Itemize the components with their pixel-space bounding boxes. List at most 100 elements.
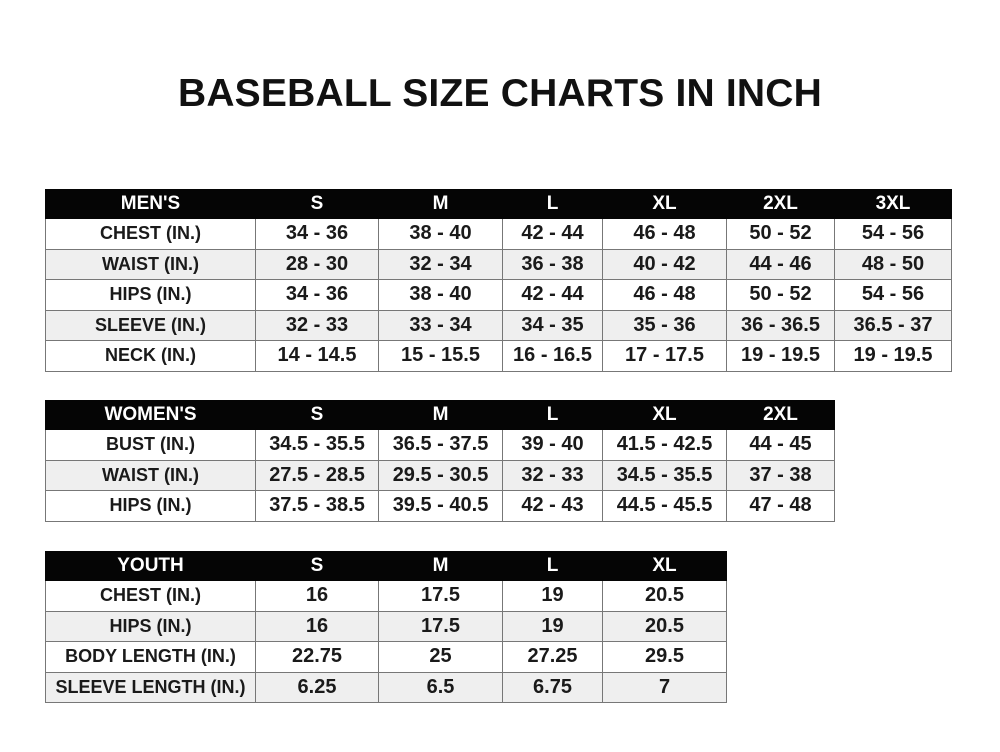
size-header: L	[502, 189, 603, 219]
measurement-cell: 6.25	[255, 671, 379, 703]
measurement-cell: 19 - 19.5	[726, 340, 835, 372]
youth-size-table: YOUTH S M L XL CHEST (IN.) 16 17.5 19 20.5 HIPS (I…	[45, 551, 727, 703]
measurement-cell: 46 - 48	[602, 218, 727, 250]
table-row: SLEEVE LENGTH (IN.) 6.25 6.5 6.75 7	[45, 671, 727, 703]
table-row: WAIST (IN.) 28 - 30 32 - 34 36 - 38 40 - 42 4…	[45, 248, 952, 280]
measurement-cell: 50 - 52	[726, 218, 835, 250]
measurement-cell: 44 - 45	[726, 429, 835, 461]
measurement-cell: 33 - 34	[378, 309, 503, 341]
measurement-label: BUST (IN.)	[45, 429, 256, 461]
measurement-label: CHEST (IN.)	[45, 580, 256, 612]
measurement-cell: 38 - 40	[378, 218, 503, 250]
size-header: S	[255, 189, 379, 219]
measurement-label: CHEST (IN.)	[45, 218, 256, 250]
measurement-cell: 34 - 36	[255, 218, 379, 250]
measurement-cell: 36.5 - 37	[834, 309, 952, 341]
size-header: XL	[602, 400, 727, 430]
size-header: XL	[602, 551, 727, 581]
measurement-cell: 54 - 56	[834, 279, 952, 311]
womens-size-table: WOMEN'S S M L XL 2XL BUST (IN.) 34.5 - 35.5 36.5…	[45, 400, 835, 522]
measurement-cell: 17.5	[378, 610, 503, 642]
category-header: YOUTH	[45, 551, 256, 581]
measurement-label: HIPS (IN.)	[45, 490, 256, 522]
measurement-cell: 16 - 16.5	[502, 340, 603, 372]
measurement-cell: 20.5	[602, 610, 727, 642]
measurement-cell: 6.75	[502, 671, 603, 703]
size-header: L	[502, 400, 603, 430]
measurement-cell: 42 - 44	[502, 279, 603, 311]
measurement-cell: 6.5	[378, 671, 503, 703]
measurement-cell: 48 - 50	[834, 248, 952, 280]
table-row: NECK (IN.) 14 - 14.5 15 - 15.5 16 - 16.5 17 …	[45, 340, 952, 372]
size-header: XL	[602, 189, 727, 219]
measurement-cell: 32 - 33	[502, 459, 603, 491]
measurement-cell: 7	[602, 671, 727, 703]
measurement-label: BODY LENGTH (IN.)	[45, 641, 256, 673]
measurement-cell: 34 - 36	[255, 279, 379, 311]
size-header: 3XL	[834, 189, 952, 219]
measurement-cell: 39 - 40	[502, 429, 603, 461]
table-row: HIPS (IN.) 34 - 36 38 - 40 42 - 44 46 - 48 50…	[45, 279, 952, 311]
measurement-cell: 37 - 38	[726, 459, 835, 491]
measurement-cell: 14 - 14.5	[255, 340, 379, 372]
measurement-cell: 32 - 34	[378, 248, 503, 280]
table-row: BUST (IN.) 34.5 - 35.5 36.5 - 37.5 39 - 40 4…	[45, 429, 835, 461]
measurement-cell: 29.5 - 30.5	[378, 459, 503, 491]
measurement-cell: 15 - 15.5	[378, 340, 503, 372]
category-header: MEN'S	[45, 189, 256, 219]
size-header: M	[378, 400, 503, 430]
measurement-label: SLEEVE (IN.)	[45, 309, 256, 341]
measurement-cell: 19 - 19.5	[834, 340, 952, 372]
measurement-cell: 36.5 - 37.5	[378, 429, 503, 461]
size-header: L	[502, 551, 603, 581]
measurement-cell: 20.5	[602, 580, 727, 612]
size-header: 2XL	[726, 189, 835, 219]
measurement-label: HIPS (IN.)	[45, 279, 256, 311]
table-row: CHEST (IN.) 34 - 36 38 - 40 42 - 44 46 - 48 5…	[45, 218, 952, 250]
measurement-cell: 37.5 - 38.5	[255, 490, 379, 522]
measurement-cell: 50 - 52	[726, 279, 835, 311]
header-row: MEN'S S M L XL 2XL 3XL	[45, 189, 952, 219]
size-header: S	[255, 551, 379, 581]
measurement-cell: 17 - 17.5	[602, 340, 727, 372]
table-row: HIPS (IN.) 16 17.5 19 20.5	[45, 610, 727, 642]
measurement-cell: 41.5 - 42.5	[602, 429, 727, 461]
header-row: YOUTH S M L XL	[45, 551, 727, 581]
measurement-cell: 29.5	[602, 641, 727, 673]
table-row: WAIST (IN.) 27.5 - 28.5 29.5 - 30.5 32 - 33…	[45, 459, 835, 491]
measurement-cell: 34.5 - 35.5	[602, 459, 727, 491]
measurement-label: WAIST (IN.)	[45, 248, 256, 280]
table-row: HIPS (IN.) 37.5 - 38.5 39.5 - 40.5 42 - 43 4…	[45, 490, 835, 522]
size-header: M	[378, 551, 503, 581]
measurement-cell: 40 - 42	[602, 248, 727, 280]
measurement-cell: 36 - 38	[502, 248, 603, 280]
page-title: BASEBALL SIZE CHARTS IN INCH	[177, 72, 823, 115]
category-header: WOMEN'S	[45, 400, 256, 430]
measurement-cell: 27.25	[502, 641, 603, 673]
measurement-label: NECK (IN.)	[45, 340, 256, 372]
measurement-cell: 44 - 46	[726, 248, 835, 280]
table-row: SLEEVE (IN.) 32 - 33 33 - 34 34 - 35 35 - 36…	[45, 309, 952, 341]
header-row: WOMEN'S S M L XL 2XL	[45, 400, 835, 430]
measurement-cell: 36 - 36.5	[726, 309, 835, 341]
measurement-cell: 16	[255, 610, 379, 642]
measurement-label: SLEEVE LENGTH (IN.)	[45, 671, 256, 703]
measurement-cell: 34 - 35	[502, 309, 603, 341]
measurement-cell: 25	[378, 641, 503, 673]
measurement-cell: 27.5 - 28.5	[255, 459, 379, 491]
measurement-cell: 35 - 36	[602, 309, 727, 341]
measurement-cell: 17.5	[378, 580, 503, 612]
size-header: S	[255, 400, 379, 430]
mens-size-table: MEN'S S M L XL 2XL 3XL CHEST (IN.) 34 - 36 38 - 4…	[45, 189, 952, 372]
measurement-cell: 19	[502, 580, 603, 612]
measurement-cell: 28 - 30	[255, 248, 379, 280]
measurement-cell: 22.75	[255, 641, 379, 673]
table-row: CHEST (IN.) 16 17.5 19 20.5	[45, 580, 727, 612]
measurement-cell: 19	[502, 610, 603, 642]
measurement-cell: 34.5 - 35.5	[255, 429, 379, 461]
measurement-cell: 46 - 48	[602, 279, 727, 311]
size-header: 2XL	[726, 400, 835, 430]
measurement-cell: 47 - 48	[726, 490, 835, 522]
table-row: BODY LENGTH (IN.) 22.75 25 27.25 29.5	[45, 641, 727, 673]
measurement-label: WAIST (IN.)	[45, 459, 256, 491]
